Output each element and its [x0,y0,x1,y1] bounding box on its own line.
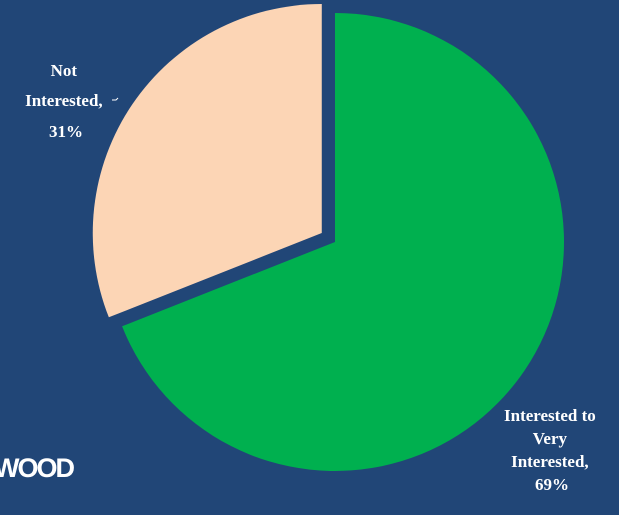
slice-labels: Interested to Very Interested, 69% Not I… [25,61,600,494]
pie-slices [92,4,565,471]
slice-label-not-interested: Not Interested, 31% [25,61,107,141]
pie-slice-interested [122,13,565,471]
pie-slice-not-interested [92,4,322,318]
company-logo: WOOD [0,453,75,483]
leader-line-not-interested [112,97,119,101]
slice-label-interested: Interested to Very Interested, 69% [504,406,600,494]
